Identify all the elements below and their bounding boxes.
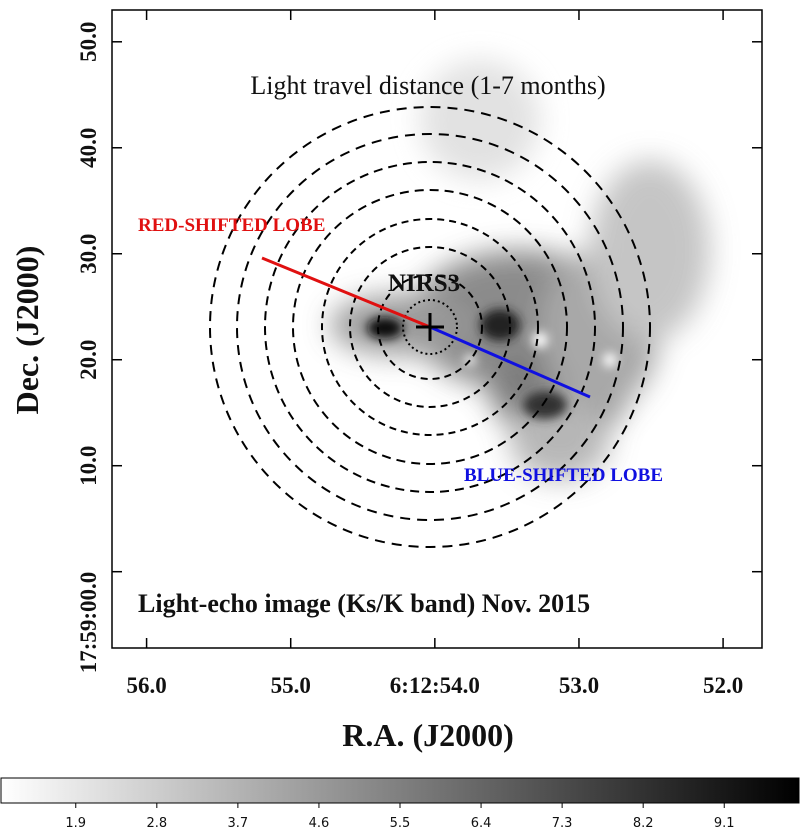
colorbar-tick-label: 5.5 — [390, 816, 411, 831]
x-tick-label: 53.0 — [559, 673, 599, 698]
colorbar-tick-label: 8.2 — [633, 816, 654, 831]
colorbar-tick-label: 3.7 — [228, 816, 249, 831]
rings-label: Light travel distance (1-7 months) — [250, 71, 605, 100]
caption: Light-echo image (Ks/K band) Nov. 2015 — [138, 589, 590, 618]
x-tick-label: 55.0 — [271, 673, 311, 698]
colorbar-tick-label: 6.4 — [471, 816, 492, 831]
blue-lobe-line — [429, 325, 591, 399]
red-lobe-label: RED-SHIFTED LOBE — [138, 215, 325, 236]
colorbar — [0, 777, 800, 804]
blue-lobe-label: BLUE-SHIFTED LOBE — [464, 465, 663, 486]
y-tick-label: 50.0 — [76, 22, 101, 62]
source-cross — [416, 313, 444, 341]
colorbar-tick-label: 4.6 — [309, 816, 330, 831]
colorbar-tick-label: 2.8 — [146, 816, 167, 831]
y-tick-label: 10.0 — [76, 446, 101, 486]
x-tick-label: 6:12:54.0 — [390, 673, 480, 698]
colorbar-tick-label: 9.1 — [714, 816, 735, 831]
source-label: NIRS3 — [388, 270, 460, 297]
y-tick-label: 40.0 — [76, 128, 101, 168]
x-tick-label: 56.0 — [126, 673, 166, 698]
y-tick-label: 20.0 — [76, 340, 101, 380]
x-axis-label: R.A. (J2000) — [342, 717, 514, 753]
plot-frame — [111, 9, 763, 649]
red-lobe-line — [261, 256, 431, 329]
colorbar-tick-label: 1.9 — [65, 816, 86, 831]
rings — [209, 106, 651, 548]
x-tick-label: 52.0 — [703, 673, 743, 698]
y-axis-label: Dec. (J2000) — [9, 246, 45, 415]
y-tick-label: 30.0 — [76, 234, 101, 274]
y-tick-label: 17:59:00.0 — [76, 572, 101, 674]
colorbar-tick-label: 7.3 — [552, 816, 573, 831]
